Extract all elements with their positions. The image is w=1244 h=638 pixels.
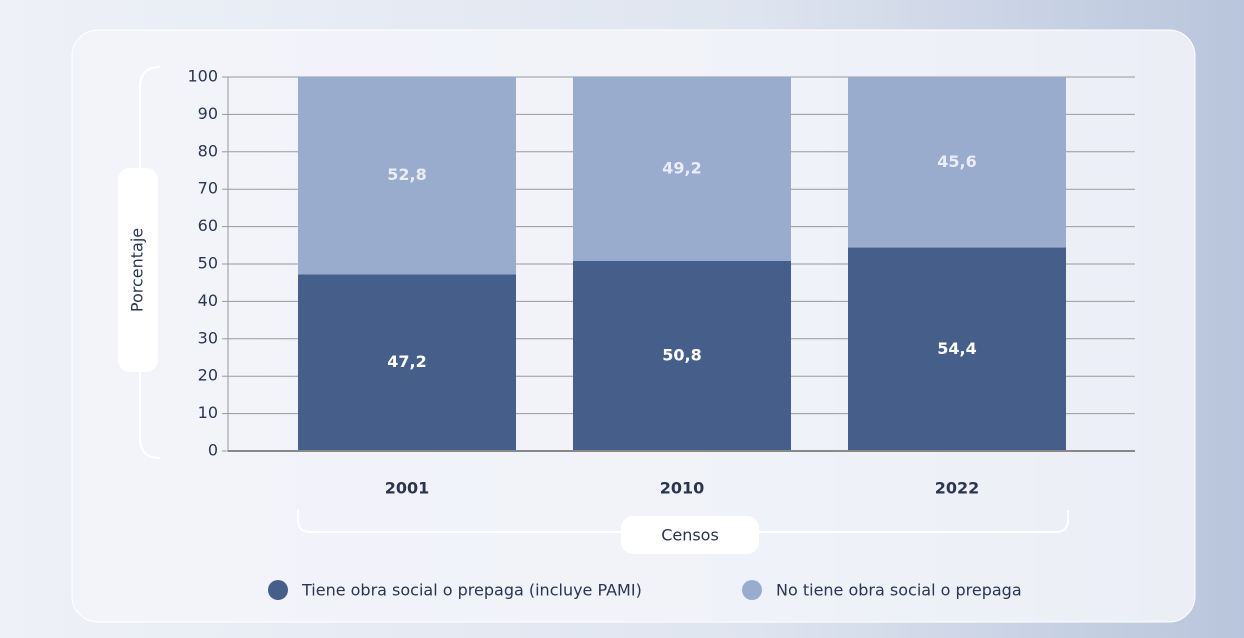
value-label: 50,8 — [662, 346, 701, 365]
value-label: 47,2 — [387, 352, 426, 371]
legend-marker — [742, 580, 762, 600]
y-tick-label: 20 — [198, 366, 218, 385]
x-axis-label: Censos — [661, 526, 719, 545]
y-tick-label: 70 — [198, 179, 218, 198]
bar-segment — [573, 77, 791, 262]
x-tick-label: 2010 — [660, 479, 705, 498]
value-label: 45,6 — [937, 152, 976, 171]
value-label: 49,2 — [662, 159, 701, 178]
bar-segment — [848, 247, 1066, 451]
y-tick-label: 40 — [198, 291, 218, 310]
bar-segment — [298, 77, 516, 275]
y-tick-label: 10 — [198, 403, 218, 422]
y-label-pill — [118, 168, 158, 372]
bar-segment — [848, 77, 1066, 248]
x-tick-label: 2001 — [385, 479, 430, 498]
y-tick-label: 60 — [198, 216, 218, 235]
bar-segment — [298, 274, 516, 451]
y-tick-label: 0 — [208, 441, 218, 460]
value-label: 52,8 — [387, 165, 426, 184]
x-label-pill — [621, 516, 759, 554]
y-tick-label: 100 — [187, 67, 218, 86]
legend-marker — [268, 580, 288, 600]
bar-segment — [573, 261, 791, 451]
y-tick-label: 90 — [198, 104, 218, 123]
y-axis-label: Porcentaje — [128, 228, 147, 312]
y-tick-label: 50 — [198, 254, 218, 273]
y-tick-label: 80 — [198, 141, 218, 160]
x-tick-label: 2022 — [935, 479, 980, 498]
legend-label: Tiene obra social o prepaga (incluye PAM… — [301, 581, 642, 600]
value-label: 54,4 — [937, 339, 976, 358]
y-tick-label: 30 — [198, 328, 218, 347]
legend-label: No tiene obra social o prepaga — [776, 581, 1022, 600]
